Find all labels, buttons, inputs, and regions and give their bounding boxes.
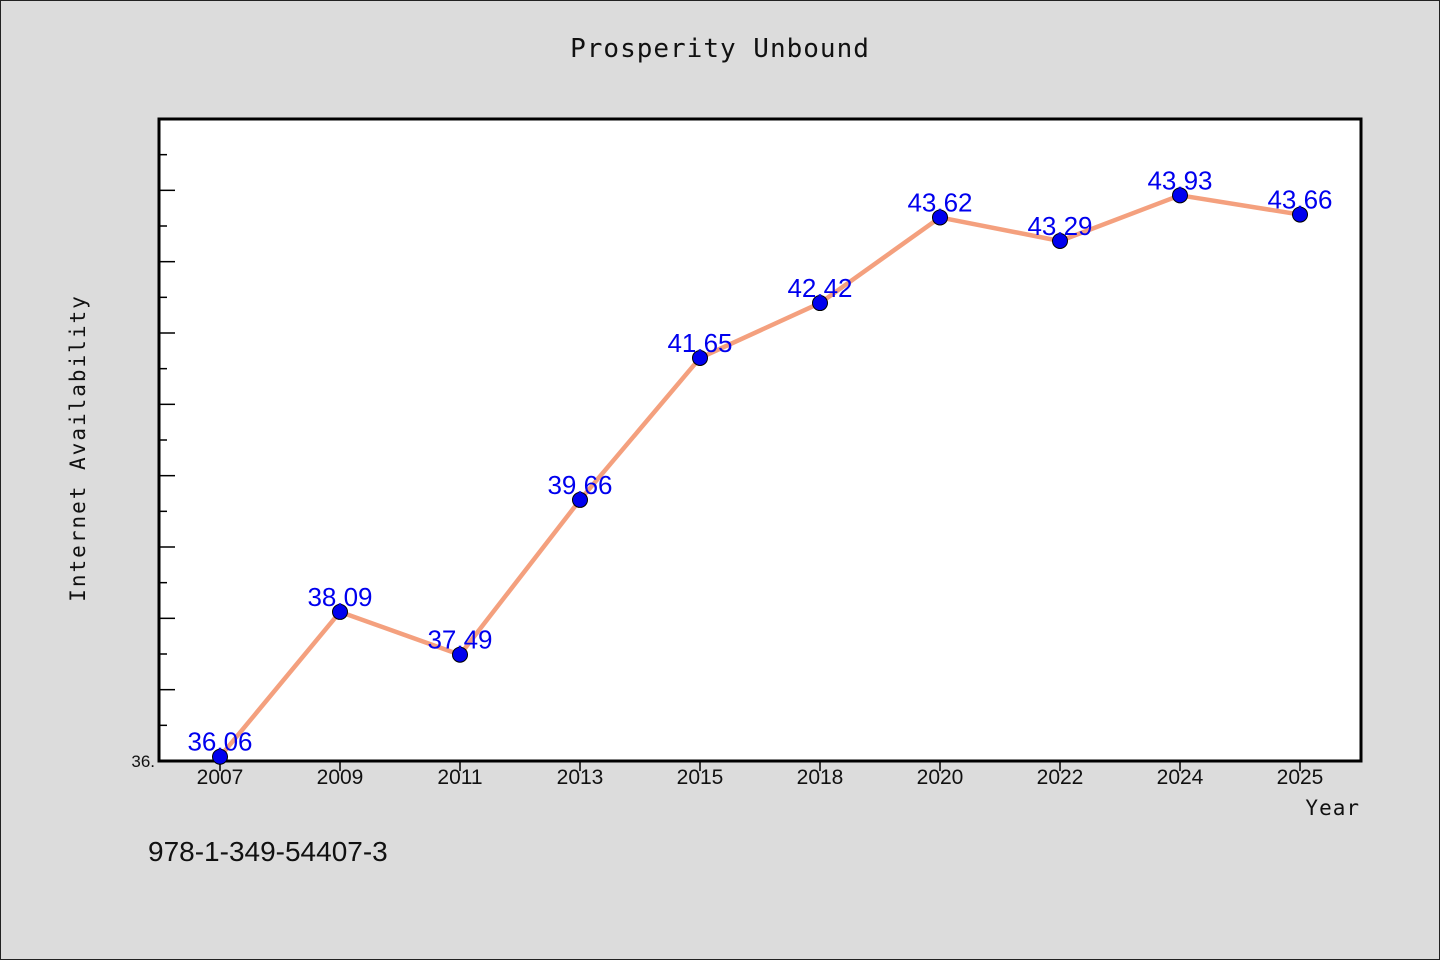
x-tick-label: 2020 [917, 766, 964, 789]
data-label: 38.09 [307, 582, 372, 612]
x-tick-label: 2011 [437, 766, 482, 789]
data-point-marker [812, 295, 828, 312]
marker-layer [212, 187, 1308, 765]
data-point-marker [452, 646, 468, 663]
data-label: 43.29 [1027, 211, 1092, 241]
data-label: 41.65 [667, 328, 732, 358]
data-point-marker [1292, 206, 1308, 223]
y-tick-label: 36. [131, 752, 155, 771]
x-tick-label: 2022 [1037, 766, 1084, 789]
x-tick-label: 2009 [317, 766, 364, 789]
chart-title: Prosperity Unbound [570, 34, 870, 64]
x-tick-label: 2007 [197, 766, 244, 789]
data-point-marker [332, 603, 348, 620]
data-label: 43.62 [907, 187, 972, 217]
data-point-marker [1052, 232, 1068, 249]
x-tick-label: 2013 [557, 766, 604, 789]
data-point-marker [932, 209, 948, 226]
data-label: 42.42 [787, 273, 852, 303]
x-tick-label: 2018 [797, 766, 844, 789]
data-label: 36.06 [187, 727, 252, 757]
series-line [217, 193, 1303, 759]
x-tick-label: 2015 [677, 766, 724, 789]
isbn-footnote: 978-1-349-54407-3 [148, 836, 388, 867]
data-label-layer: 36.06 38.09 37.49 39.66 41.65 42.42 43.62 43.29… [187, 165, 1332, 756]
data-label: 37.49 [427, 625, 492, 655]
data-point-marker [692, 349, 708, 366]
x-tick-label: 2024 [1157, 766, 1204, 789]
data-point-marker [212, 748, 228, 765]
data-label: 43.93 [1147, 165, 1212, 195]
x-axis-label: Year [1305, 796, 1360, 820]
data-label: 43.66 [1267, 185, 1332, 215]
data-label: 39.66 [547, 470, 612, 500]
series-layer [217, 193, 1303, 759]
x-axis-ticks: 2007 2009 2011 2013 2015 2018 2020 2022 2024 2025 [197, 761, 1324, 789]
y-axis-ticks: 36. [131, 118, 175, 771]
plot-area [157, 117, 1363, 763]
data-point-marker [572, 491, 588, 508]
x-tick-label: 2025 [1277, 766, 1324, 789]
data-point-marker [1172, 187, 1188, 204]
